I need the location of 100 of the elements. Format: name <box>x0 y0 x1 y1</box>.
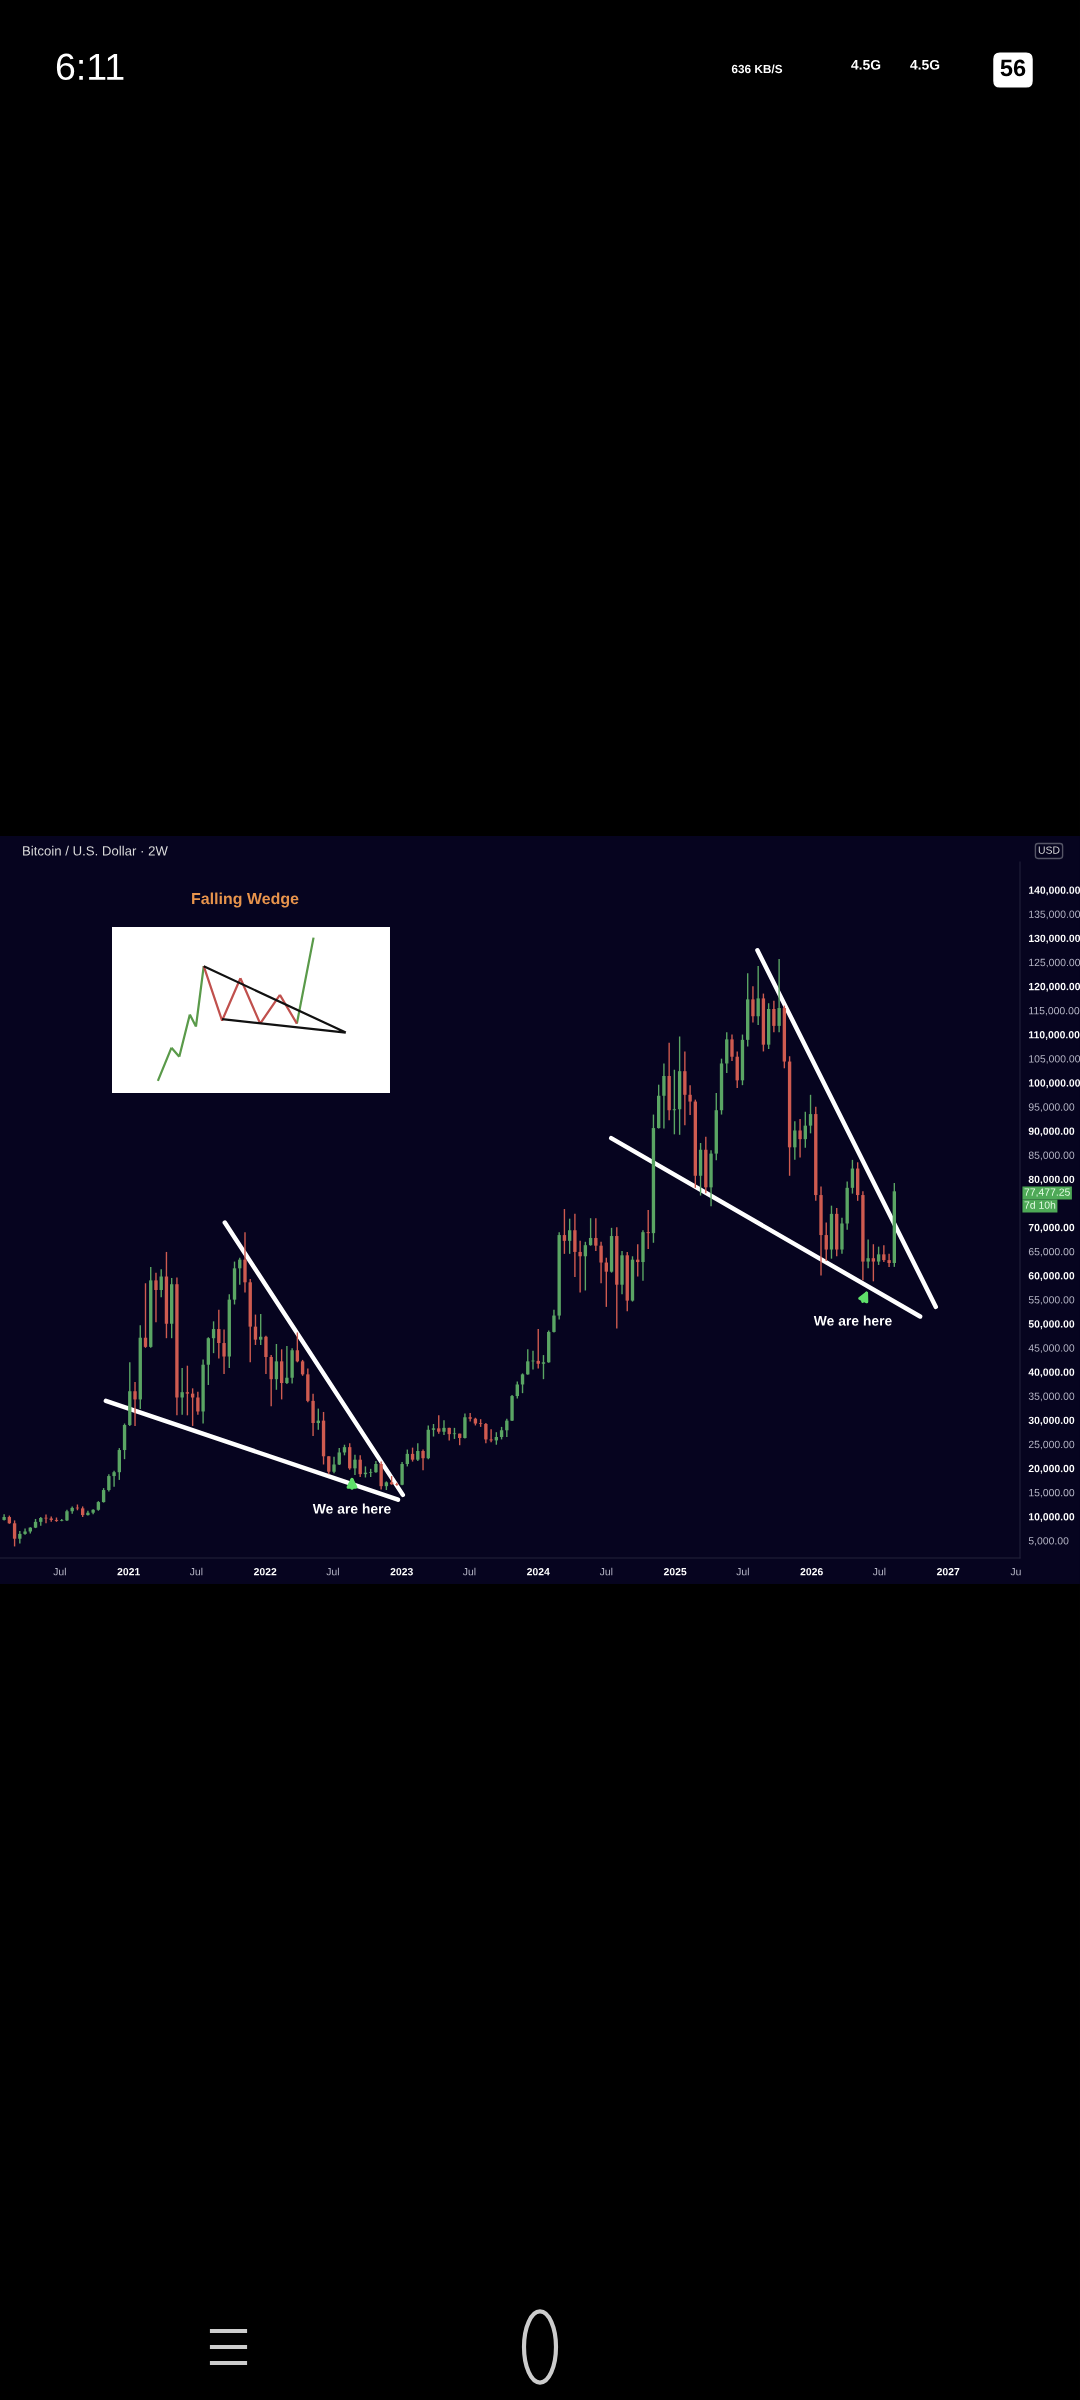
candlestick <box>824 1221 828 1262</box>
candlestick <box>688 1084 692 1116</box>
y-tick-label: 40,000.00 <box>1028 1368 1075 1378</box>
y-tick-label: 15,000.00 <box>1029 1488 1075 1498</box>
candlestick <box>311 1392 315 1437</box>
candlestick <box>12 1519 17 1548</box>
candlestick <box>567 1217 572 1255</box>
text: 4.5G <box>910 59 940 70</box>
candlestick <box>646 1209 650 1250</box>
candlestick <box>180 1367 184 1416</box>
y-tick-label: 60,000.00 <box>1028 1272 1075 1281</box>
y-tick-label: 115,000.00 <box>1029 1006 1080 1016</box>
candlestick <box>882 1244 886 1263</box>
candlestick <box>505 1418 509 1438</box>
candlestick <box>751 985 755 1024</box>
candlestick <box>279 1348 284 1401</box>
candlestick <box>562 1208 567 1255</box>
candlestick <box>489 1428 493 1444</box>
y-tick-label: 135,000.00 <box>1029 910 1080 920</box>
text: USD <box>1038 846 1060 854</box>
x-tick-label: Jul <box>189 1567 203 1576</box>
candlestick <box>18 1530 22 1545</box>
text: 77,477.25 <box>1024 1188 1070 1198</box>
text: 6:11 <box>56 53 124 81</box>
x-tick-label: Jul <box>599 1567 613 1576</box>
y-tick-label: 5,000.00 <box>1028 1537 1069 1546</box>
text: 4.5G <box>851 59 881 70</box>
candlestick <box>573 1213 577 1278</box>
y-tick-label: 25,000.00 <box>1028 1440 1075 1450</box>
annotation: We are here <box>813 1315 892 1326</box>
y-tick-label: 130,000.00 <box>1028 934 1080 944</box>
y-tick-label: 30,000.00 <box>1028 1416 1075 1426</box>
candlestick <box>599 1241 603 1284</box>
candlestick <box>112 1470 116 1488</box>
candlestick <box>269 1354 273 1407</box>
candlestick <box>185 1364 190 1417</box>
x-tick-label: Jul <box>462 1567 476 1576</box>
y-tick-label: 120,000.00 <box>1028 982 1080 992</box>
x-tick-label: Jul <box>736 1567 749 1576</box>
candlestick <box>672 1069 677 1136</box>
y-tick-label: 20,000.00 <box>1028 1464 1075 1474</box>
candlestick <box>133 1381 137 1427</box>
candlestick <box>662 1062 666 1130</box>
candlestick <box>274 1343 279 1391</box>
candlestick <box>578 1240 582 1294</box>
x-tick-label: Jul <box>53 1567 66 1576</box>
candlestick <box>594 1217 598 1252</box>
text: 7d 10h <box>1024 1201 1056 1209</box>
candlestick <box>871 1243 876 1283</box>
y-tick-label: 85,000.00 <box>1028 1151 1075 1161</box>
annotation: We are here <box>312 1503 391 1514</box>
candlestick <box>437 1414 441 1435</box>
candlestick <box>196 1391 200 1416</box>
candlestick <box>484 1422 488 1444</box>
candlestick <box>468 1412 472 1423</box>
candlestick <box>876 1245 881 1266</box>
x-tick-label: Jul <box>326 1567 339 1576</box>
candlestick <box>777 958 781 1033</box>
x-tick-label: 2026 <box>800 1568 823 1576</box>
candlestick <box>421 1448 425 1471</box>
x-tick-label: Ju <box>1010 1568 1021 1576</box>
y-tick-label: 140,000.00 <box>1028 886 1080 896</box>
candlestick <box>730 1033 734 1062</box>
candlestick <box>541 1354 546 1380</box>
y-tick-label: 110,000.00 <box>1028 1031 1080 1040</box>
candlestick <box>243 1231 247 1294</box>
candlestick <box>463 1412 467 1440</box>
x-tick-label: 2024 <box>527 1568 550 1576</box>
y-tick-label: 50,000.00 <box>1028 1320 1075 1330</box>
chart-title: Bitcoin / U.S. Dollar · 2W <box>23 845 168 856</box>
candlestick <box>222 1328 226 1375</box>
y-tick-label: 45,000.00 <box>1028 1344 1075 1353</box>
candlestick <box>772 1000 776 1033</box>
candlestick <box>536 1328 540 1370</box>
candlestick <box>379 1460 383 1491</box>
x-tick-label: 2022 <box>253 1568 277 1576</box>
annotation: Falling Wedge <box>192 892 299 908</box>
candlestick <box>683 1050 687 1126</box>
candlestick <box>395 1482 399 1487</box>
candlestick <box>259 1313 263 1346</box>
y-tick-label: 105,000.00 <box>1029 1055 1080 1064</box>
candlestick <box>756 965 760 1026</box>
text: 56 <box>1000 59 1026 77</box>
y-tick-label: 70,000.00 <box>1028 1223 1075 1233</box>
y-tick-label: 10,000.00 <box>1028 1513 1075 1522</box>
y-tick-label: 80,000.00 <box>1028 1175 1075 1185</box>
y-tick-label: 65,000.00 <box>1028 1247 1075 1257</box>
x-tick-label: 2021 <box>117 1568 140 1576</box>
candlestick <box>887 1253 891 1268</box>
candlestick <box>154 1271 158 1323</box>
y-tick-label: 55,000.00 <box>1028 1296 1075 1305</box>
text: 636 KB/S <box>731 64 783 74</box>
candlestick <box>793 1120 797 1161</box>
y-tick-label: 125,000.00 <box>1029 958 1080 968</box>
candlestick <box>264 1335 268 1375</box>
y-tick-label: 100,000.00 <box>1028 1079 1080 1089</box>
candlestick <box>798 1118 802 1159</box>
x-tick-label: Jul <box>872 1567 886 1576</box>
x-tick-label: 2025 <box>663 1568 687 1576</box>
candlestick <box>353 1454 357 1476</box>
